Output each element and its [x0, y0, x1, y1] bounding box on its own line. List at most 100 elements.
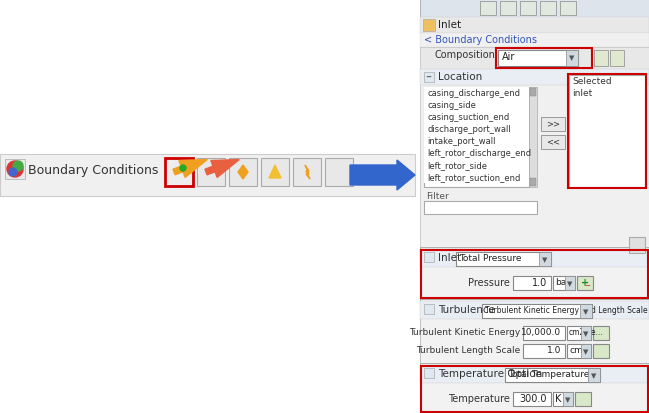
Text: left_rotor_discharge_end: left_rotor_discharge_end — [427, 149, 531, 158]
Text: ▼: ▼ — [583, 308, 589, 314]
Text: Pressure: Pressure — [468, 277, 510, 287]
Bar — [424, 368, 434, 378]
Bar — [424, 147, 529, 159]
Bar — [588, 368, 600, 382]
Text: ─: ─ — [585, 282, 589, 288]
Text: intake_port_wall: intake_port_wall — [427, 137, 495, 146]
Text: Filter: Filter — [426, 192, 448, 201]
Bar — [569, 76, 645, 188]
Bar — [629, 237, 645, 254]
Bar — [593, 326, 609, 340]
Text: < Boundary Conditions: < Boundary Conditions — [424, 35, 537, 45]
Polygon shape — [269, 166, 281, 178]
Bar — [540, 2, 556, 16]
Bar — [513, 392, 551, 406]
Bar — [420, 365, 649, 413]
Bar — [424, 171, 529, 183]
Bar — [424, 136, 529, 147]
Bar — [420, 301, 649, 319]
Text: casing_discharge_end: casing_discharge_end — [427, 89, 520, 98]
Text: Turbulent Length Scale: Turbulent Length Scale — [416, 345, 520, 354]
Bar — [424, 159, 529, 171]
Bar — [424, 112, 529, 124]
Bar — [610, 51, 624, 67]
Text: +: + — [581, 277, 589, 287]
Text: Turbulent Kinetic Energy and Length Scale: Turbulent Kinetic Energy and Length Scal… — [485, 305, 648, 314]
Text: ▼: ▼ — [583, 330, 589, 336]
Bar — [420, 48, 649, 413]
Bar — [420, 34, 649, 48]
FancyArrow shape — [350, 161, 415, 190]
Text: 1.0: 1.0 — [532, 277, 547, 287]
Text: Boundary Conditions: Boundary Conditions — [28, 164, 158, 177]
FancyArrow shape — [205, 160, 239, 178]
Bar — [539, 252, 551, 266]
Bar — [593, 344, 609, 358]
Text: Location: Location — [438, 72, 482, 82]
Text: cm: cm — [569, 345, 583, 354]
Bar — [456, 252, 551, 266]
Circle shape — [180, 166, 186, 171]
Bar — [594, 51, 608, 67]
Bar — [424, 304, 434, 314]
Bar — [325, 159, 353, 187]
Text: ━: ━ — [426, 74, 430, 80]
Bar — [505, 368, 600, 382]
Bar — [530, 178, 536, 187]
Bar — [424, 100, 529, 112]
Circle shape — [13, 161, 23, 171]
Bar — [420, 70, 649, 86]
Bar — [581, 344, 591, 358]
Text: bar: bar — [555, 277, 570, 286]
Bar — [567, 326, 591, 340]
Text: left_rotor_side: left_rotor_side — [427, 161, 487, 170]
Text: ▼: ▼ — [569, 55, 574, 61]
Bar — [420, 365, 649, 383]
Bar — [577, 276, 593, 290]
Bar — [553, 276, 575, 290]
Bar — [530, 89, 536, 97]
Bar — [293, 159, 321, 187]
Bar — [165, 159, 193, 187]
Text: inlet: inlet — [572, 89, 593, 98]
Text: Inlet: Inlet — [438, 252, 461, 262]
Bar — [496, 49, 592, 69]
Text: Temperature Option: Temperature Option — [438, 368, 543, 378]
Bar — [424, 124, 529, 136]
Bar — [541, 136, 565, 150]
Bar — [500, 2, 516, 16]
Circle shape — [9, 169, 17, 177]
Text: ▼: ▼ — [583, 348, 589, 354]
Bar — [513, 276, 551, 290]
Text: discharge_port_wall: discharge_port_wall — [427, 125, 511, 134]
Bar — [420, 0, 649, 413]
Bar — [420, 249, 649, 267]
Bar — [541, 118, 565, 132]
Bar — [520, 2, 536, 16]
Bar — [482, 304, 592, 318]
Bar — [568, 75, 646, 189]
Text: Total Pressure: Total Pressure — [459, 254, 522, 262]
Text: 300.0: 300.0 — [519, 393, 547, 403]
Bar — [523, 344, 565, 358]
Text: >>: >> — [546, 119, 560, 128]
Text: Turbulence: Turbulence — [438, 304, 495, 314]
Bar — [420, 48, 649, 70]
Bar — [563, 392, 573, 406]
Bar — [565, 276, 575, 290]
Bar — [229, 159, 257, 187]
Bar — [566, 51, 578, 67]
Text: Composition: Composition — [434, 50, 495, 60]
Text: ▼: ▼ — [565, 396, 570, 402]
Text: ▼: ▼ — [543, 256, 548, 262]
Bar — [529, 88, 537, 188]
Bar — [0, 154, 415, 197]
Bar — [420, 70, 649, 247]
Text: ▼: ▼ — [591, 372, 596, 378]
Bar — [523, 326, 565, 340]
Text: Temperature: Temperature — [448, 393, 510, 403]
Text: Total Temperature: Total Temperature — [508, 369, 589, 378]
Bar — [420, 18, 649, 34]
Text: left_rotor_suction_end: left_rotor_suction_end — [427, 173, 520, 182]
Text: Turbulent Kinetic Energy: Turbulent Kinetic Energy — [409, 327, 520, 336]
